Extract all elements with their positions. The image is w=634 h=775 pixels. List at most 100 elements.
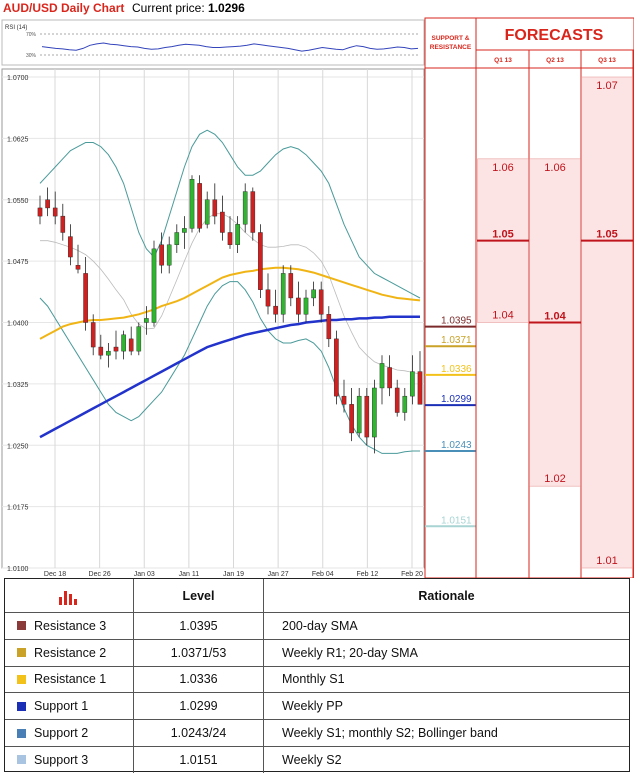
table-row: Support 3 1.0151 Weekly S2 — [5, 746, 629, 773]
candle-body — [296, 297, 301, 315]
forecast-base-label: 1.05 — [492, 229, 513, 241]
candle-body — [387, 367, 392, 389]
rationale-header: Rationale — [263, 579, 629, 612]
candle-body — [250, 191, 256, 233]
color-swatch — [17, 674, 26, 684]
y-tick-label: 1.0175 — [7, 505, 29, 512]
row-name-text: Resistance 1 — [34, 672, 107, 687]
candle-body — [318, 289, 324, 315]
row-rationale: 200-day SMA — [263, 613, 629, 639]
row-level: 1.0395 — [133, 613, 263, 639]
row-name-text: Support 2 — [34, 726, 89, 741]
table-header-row: Level Rationale — [5, 579, 629, 612]
candle-body — [52, 207, 58, 217]
candle-body — [227, 232, 233, 245]
sma50-line — [39, 266, 421, 340]
row-name: Resistance 3 — [5, 613, 133, 639]
candle-body — [379, 363, 385, 389]
candle-body — [212, 199, 218, 217]
candle-body — [303, 297, 309, 315]
bar-chart-icon — [5, 579, 133, 612]
candle-body — [220, 211, 225, 233]
levels-table: Level Rationale Resistance 3 1.0395 200-da… — [4, 578, 630, 773]
y-tick-label: 1.0625 — [7, 136, 29, 143]
candle-body — [121, 334, 126, 352]
candle-body — [166, 244, 172, 266]
forecasts-title: FORECASTS — [505, 27, 604, 44]
forecast-high-label: 1.06 — [544, 162, 565, 174]
table-row: Resistance 1 1.0336 Monthly S1 — [5, 665, 629, 693]
candle-body — [288, 273, 294, 299]
level-header: Level — [133, 579, 263, 612]
candle-body — [189, 179, 195, 229]
y-tick-label: 1.0400 — [7, 321, 29, 328]
candle-body — [394, 387, 400, 413]
sr-level-label: 1.0299 — [441, 394, 472, 405]
row-name: Support 2 — [5, 720, 133, 746]
row-name-text: Support 1 — [34, 699, 89, 714]
forecast-quarter-label: Q2 13 — [546, 57, 564, 64]
candle-body — [265, 289, 271, 307]
candle-body — [258, 232, 263, 290]
sr-level-label: 1.0243 — [441, 440, 472, 451]
row-rationale: Weekly PP — [263, 693, 629, 720]
candle-body — [144, 318, 149, 323]
candle-body — [60, 215, 66, 233]
row-level: 1.0243/24 — [133, 720, 263, 746]
current-price: Current price: 1.0296 — [132, 1, 245, 15]
x-tick-label: Dec 18 — [44, 571, 66, 578]
candle-body — [235, 224, 240, 245]
candle-body — [113, 346, 119, 352]
candle-body — [242, 191, 248, 225]
candle-body — [410, 371, 415, 397]
y-tick-label: 1.0550 — [7, 198, 29, 205]
candle-body — [349, 404, 354, 434]
bollinger-upper-line — [39, 129, 421, 299]
color-swatch — [17, 648, 26, 658]
sr-header-line2: RESISTANCE — [430, 44, 472, 51]
sr-level-label: 1.0371 — [441, 335, 472, 346]
candle-body — [37, 207, 43, 217]
candle-body — [402, 395, 408, 413]
candle-body — [334, 338, 339, 397]
y-tick-label: 1.0100 — [7, 566, 29, 573]
forecast-low-label: 1.01 — [596, 555, 617, 567]
row-level: 1.0299 — [133, 693, 263, 720]
table-row: Support 2 1.0243/24 Weekly S1; monthly S2;… — [5, 719, 629, 746]
x-tick-label: Feb 12 — [356, 571, 378, 578]
sma200-line — [39, 315, 420, 439]
candle-body — [98, 346, 104, 356]
candle-body — [159, 244, 164, 266]
candle-body — [128, 338, 134, 352]
candle-body — [364, 395, 370, 438]
candle-body — [174, 232, 180, 245]
candle-body — [197, 183, 202, 229]
candle-body — [182, 228, 187, 233]
bollinger-lower-line — [39, 281, 420, 454]
candle-body — [106, 350, 111, 356]
table-row: Support 1 1.0299 Weekly PP — [5, 692, 629, 720]
x-tick-label: Jan 11 — [179, 571, 200, 578]
row-name: Resistance 2 — [5, 640, 133, 666]
sr-column — [424, 17, 477, 578]
row-rationale: Weekly R1; 20-day SMA — [263, 639, 629, 666]
color-swatch — [17, 755, 26, 765]
chart-title: AUD/USD Daily Chart — [3, 1, 125, 15]
rsi-panel — [1, 19, 425, 66]
current-price-value: 1.0296 — [208, 1, 245, 15]
candle-body — [90, 322, 96, 348]
candle-body — [204, 199, 210, 225]
row-rationale: Weekly S2 — [263, 747, 629, 773]
sr-level-label: 1.0336 — [441, 364, 472, 375]
rsi-30-label: 30% — [26, 53, 37, 59]
table-row: Resistance 3 1.0395 200-day SMA — [5, 612, 629, 639]
forecast-low-label: 1.02 — [544, 473, 565, 485]
row-name: Support 3 — [5, 747, 133, 773]
row-rationale: Monthly S1 — [263, 666, 629, 693]
candle-body — [45, 199, 50, 209]
x-tick-label: Jan 03 — [134, 571, 155, 578]
candle-body — [280, 273, 286, 315]
forecast-base-label: 1.05 — [596, 229, 617, 241]
rsi-70-label: 70% — [26, 32, 37, 38]
y-tick-label: 1.0475 — [7, 259, 29, 266]
